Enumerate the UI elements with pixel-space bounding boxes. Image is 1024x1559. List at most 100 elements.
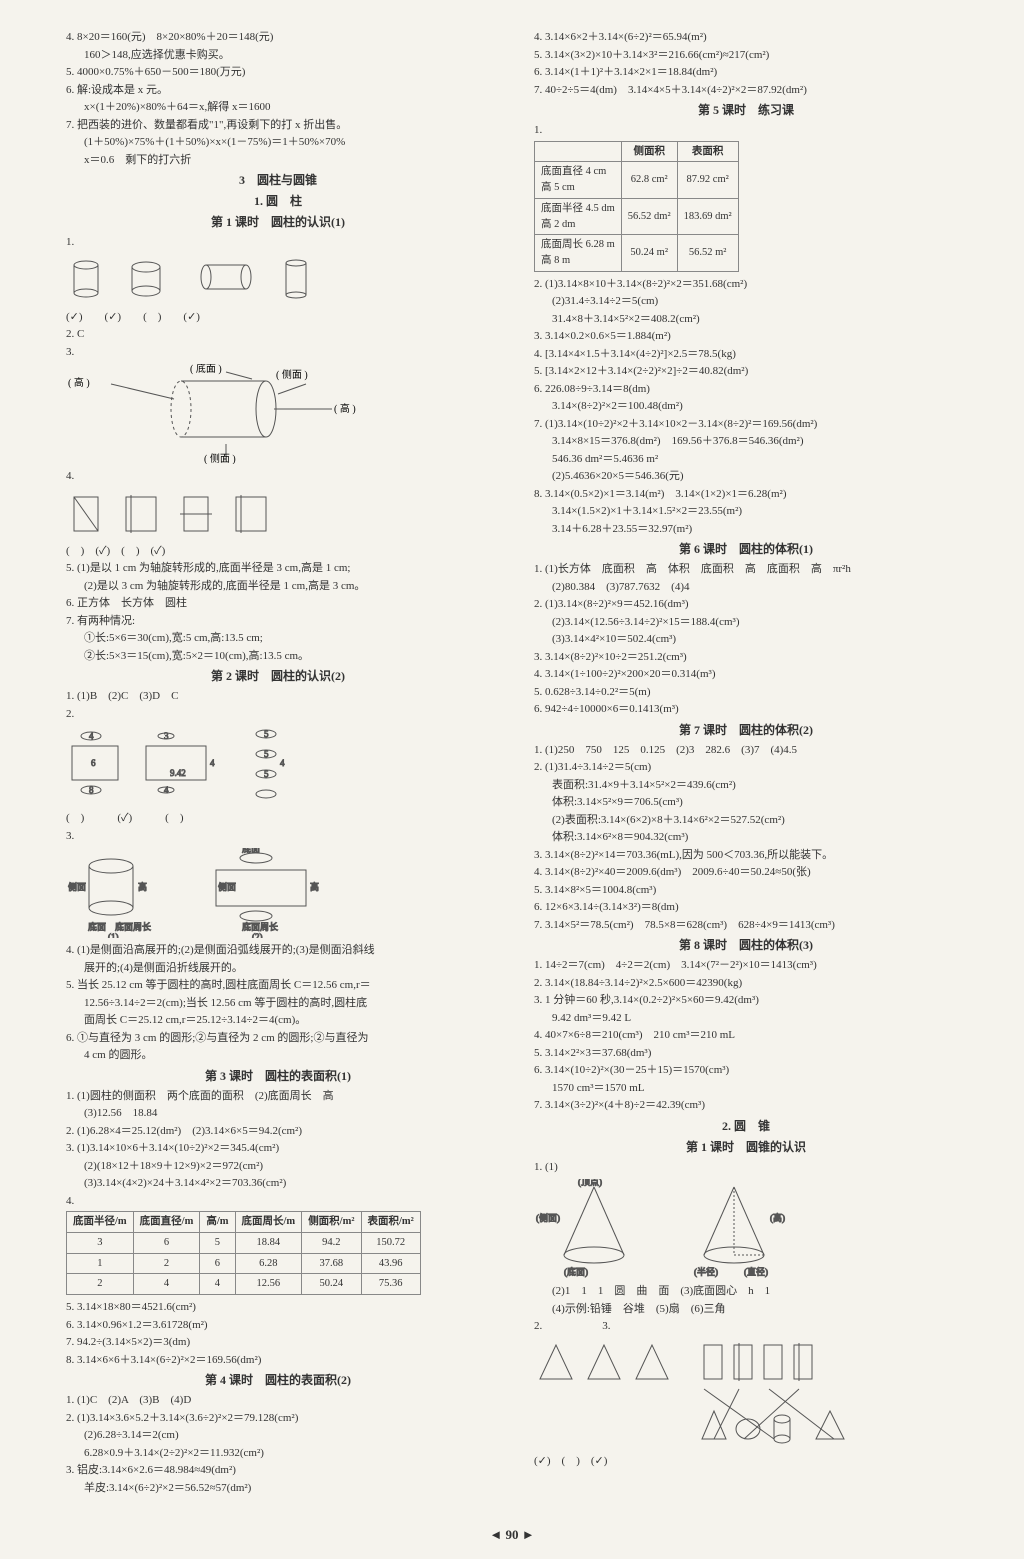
text: 1570 cm³＝1570 mL [516,1080,976,1097]
text: (2)5.4636×20×5＝546.36(元) [516,468,976,485]
svg-text:高: 高 [310,881,319,892]
section-title: 第 6 课时 圆柱的体积(1) [516,540,976,558]
section-title: 第 5 课时 练习课 [516,101,976,119]
text: 体积:3.14×5²×9＝706.5(cm³) [516,794,976,811]
text: 2. (1)31.4÷3.14÷2＝5(cm) [516,759,976,776]
text: 6. 12×6×3.14÷(3.14×3²)＝8(dm) [516,899,976,916]
text: 546.36 dm²＝5.4636 m² [516,451,976,468]
section-title: 第 3 课时 圆柱的表面积(1) [48,1067,508,1085]
text: 7. 有两种情况: [48,613,508,630]
svg-text:4: 4 [280,758,285,768]
left-column: 4. 8×20＝160(元) 8×20×80%＋20＝148(元) 160＞14… [48,28,508,1497]
text: (2)是以 3 cm 为轴旋转形成的,底面半径是 1 cm,高是 3 cm。 [48,578,508,595]
cylinder-labeled-diagram: ( 高 ) ( 底面 ) ( 侧面 ) ( 高 ) ( 侧面 ) [66,364,508,464]
text: 2. (1)3.14×3.6×5.2＋3.14×(3.6÷2)²×2＝79.12… [48,1410,508,1427]
text: 5. 3.14×18×80＝4521.6(cm²) [48,1299,508,1316]
text: 3. (1)3.14×10×6＋3.14×(10÷2)²×2＝345.4(cm²… [48,1140,508,1157]
text: 3. 3.14×0.2×0.6×5＝1.884(m²) [516,328,976,345]
text: 6. 942÷4÷10000×6＝0.1413(m³) [516,701,976,718]
cone-labeled-diagram: (顶点) (侧面) (底面) (高) (半径) (直径) [534,1179,976,1279]
text: 5. 当长 25.12 cm 等于圆柱的高时,圆柱底面周长 C＝12.56 cm… [48,977,508,994]
text: 羊皮:3.14×(6÷2)²×2＝56.52≈57(dm²) [48,1480,508,1497]
text: 8. 3.14×(0.5×2)×1＝3.14(m²) 3.14×(1×2)×1＝… [516,486,976,503]
text: 3.14×(1.5×2)×1＋3.14×1.5²×2＝23.55(m²) [516,503,976,520]
svg-text:底面 底面周长: 底面 底面周长 [88,921,151,932]
text: 6. ①与直径为 3 cm 的圆形;②与直径为 2 cm 的圆形;②与直径为 [48,1030,508,1047]
svg-text:侧面: 侧面 [68,881,86,892]
text: 9.42 dm³＝9.42 L [516,1010,976,1027]
text: 1. (1)C (2)A (3)B (4)D [48,1392,508,1409]
cone-match-diagram [534,1339,976,1449]
text: 4. [48,1193,508,1210]
svg-text:高: 高 [138,881,147,892]
section-title: 第 2 课时 圆柱的认识(2) [48,667,508,685]
text: 1. (1)250 750 125 0.125 (2)3 282.6 (3)7 … [516,742,976,759]
text: 3. 1 分钟＝60 秒,3.14×(0.2÷2)²×5×60＝9.42(dm³… [516,992,976,1009]
section-title: 第 8 课时 圆柱的体积(3) [516,936,976,954]
shape-row-diagram [66,489,508,539]
text: 6. 3.14×(10÷2)²×(30－25＋15)＝1570(cm³) [516,1062,976,1079]
text: 5. 0.628÷3.14÷0.2²＝5(m) [516,684,976,701]
svg-text:(高): (高) [770,1212,785,1223]
text: (2)3.14×(12.56÷3.14÷2)²×15＝188.4(cm³) [516,614,976,631]
unfold-diagram-1: 4 6 8 3 9.424 4 5 54 5 [66,726,508,806]
label: ( 高 ) [68,376,90,389]
text: (2)6.28÷3.14＝2(cm) [48,1427,508,1444]
svg-text:6: 6 [91,758,96,768]
text: 6. 解:设成本是 x 元。 [48,82,508,99]
text: 3. 3.14×(8÷2)²×14＝703.36(mL),因为 500＜703.… [516,847,976,864]
text: ( ) (✓) ( ) (✓) [48,543,508,560]
text: 6. 3.14×(1＋1)²＋3.14×2×1＝18.84(dm²) [516,64,976,81]
text: 6.28×0.9＋3.14×(2÷2)²×2＝11.932(cm²) [48,1445,508,1462]
text: 体积:3.14×6²×8＝904.32(cm³) [516,829,976,846]
text: 12.56÷3.14÷2＝2(cm);当长 12.56 cm 等于圆柱的高时,圆… [48,995,508,1012]
text: 4. 3.14×6×2＋3.14×(6÷2)²＝65.94(m²) [516,29,976,46]
right-column: 4. 3.14×6×2＋3.14×(6÷2)²＝65.94(m²) 5. 3.1… [516,28,976,1497]
text: (2)表面积:3.14×(6×2)×8＋3.14×6²×2＝527.52(cm²… [516,812,976,829]
text: 2. [48,706,508,723]
text: 4. 8×20＝160(元) 8×20×80%＋20＝148(元) [48,29,508,46]
text: 1. (1)长方体 底面积 高 体积 底面积 高 底面积 高 πr²h [516,561,976,578]
text: ①长:5×6＝30(cm),宽:5 cm,高:13.5 cm; [48,630,508,647]
text: 3. [602,1318,610,1335]
text: x＝0.6 剩下的打六折 [48,152,508,169]
text: x×(1＋20%)×80%＋64＝x,解得 x＝1600 [48,99,508,116]
text: 2. C [48,326,508,343]
text: 4. [48,468,508,485]
text: 4. [3.14×4×1.5＋3.14×(4÷2)²]×2.5＝78.5(kg) [516,346,976,363]
text: 1. (1)B (2)C (3)D C [48,688,508,705]
svg-text:(侧面): (侧面) [536,1212,560,1223]
svg-text:9.42: 9.42 [170,768,186,778]
svg-text:3: 3 [164,731,169,741]
label: ( 侧面 ) [204,452,236,464]
page-number: 90 [0,1517,1024,1559]
text: 7. 把西装的进价、数量都看成"1",再设剩下的打 x 折出售。 [48,117,508,134]
th: 底面直径/m [133,1212,200,1233]
table-surface-area: 底面半径/m 底面直径/m 高/m 底面周长/m 侧面积/m² 表面积/m² 3… [66,1211,421,1295]
text: 7. 40÷2÷5＝4(dm) 3.14×4×5＋3.14×(4÷2)²×2＝8… [516,82,976,99]
text: 2. (1)6.28×4＝25.12(dm²) (2)3.14×6×5＝94.2… [48,1123,508,1140]
svg-text:(半径): (半径) [694,1266,718,1277]
text: 3. [48,344,508,361]
th: 高/m [200,1212,235,1233]
text: 6. 正方体 长方体 圆柱 [48,595,508,612]
text: 2. 3.14×(18.84÷3.14÷2)²×2.5×600＝42390(kg… [516,975,976,992]
text: (1＋50%)×75%＋(1＋50%)×x×(1－75%)＝1＋50%×70% [48,134,508,151]
text: (2)80.384 (3)787.7632 (4)4 [516,579,976,596]
table-practice: 侧面积 表面积 底面直径 4 cm 高 5 cm62.8 cm²87.92 cm… [534,141,739,272]
svg-text:(底面): (底面) [564,1266,588,1277]
text: 160＞148,应选择优惠卡购买。 [48,47,508,64]
text: ②长:5×3＝15(cm),宽:5×2＝10(cm),高:13.5 cm。 [48,648,508,665]
section-title: 2. 圆 锥 [516,1117,976,1135]
svg-text:(直径): (直径) [744,1266,768,1277]
text: (3)3.14×(4×2)×24＋3.14×4²×2＝703.36(cm²) [48,1175,508,1192]
text: (3)3.14×4²×10＝502.4(cm³) [516,631,976,648]
svg-text:侧面: 侧面 [218,881,236,892]
text: 3.14＋6.28＋23.55＝32.97(m²) [516,521,976,538]
label: ( 底面 ) [190,364,222,375]
text: 7. 3.14×(3÷2)²×(4＋8)÷2＝42.39(cm³) [516,1097,976,1114]
text: 表面积:31.4×9＋3.14×5²×2＝439.6(cm²) [516,777,976,794]
th: 底面周长/m [235,1212,302,1233]
text: 展开的;(4)是侧面沿折线展开的。 [48,960,508,977]
text: 1. [516,122,976,139]
